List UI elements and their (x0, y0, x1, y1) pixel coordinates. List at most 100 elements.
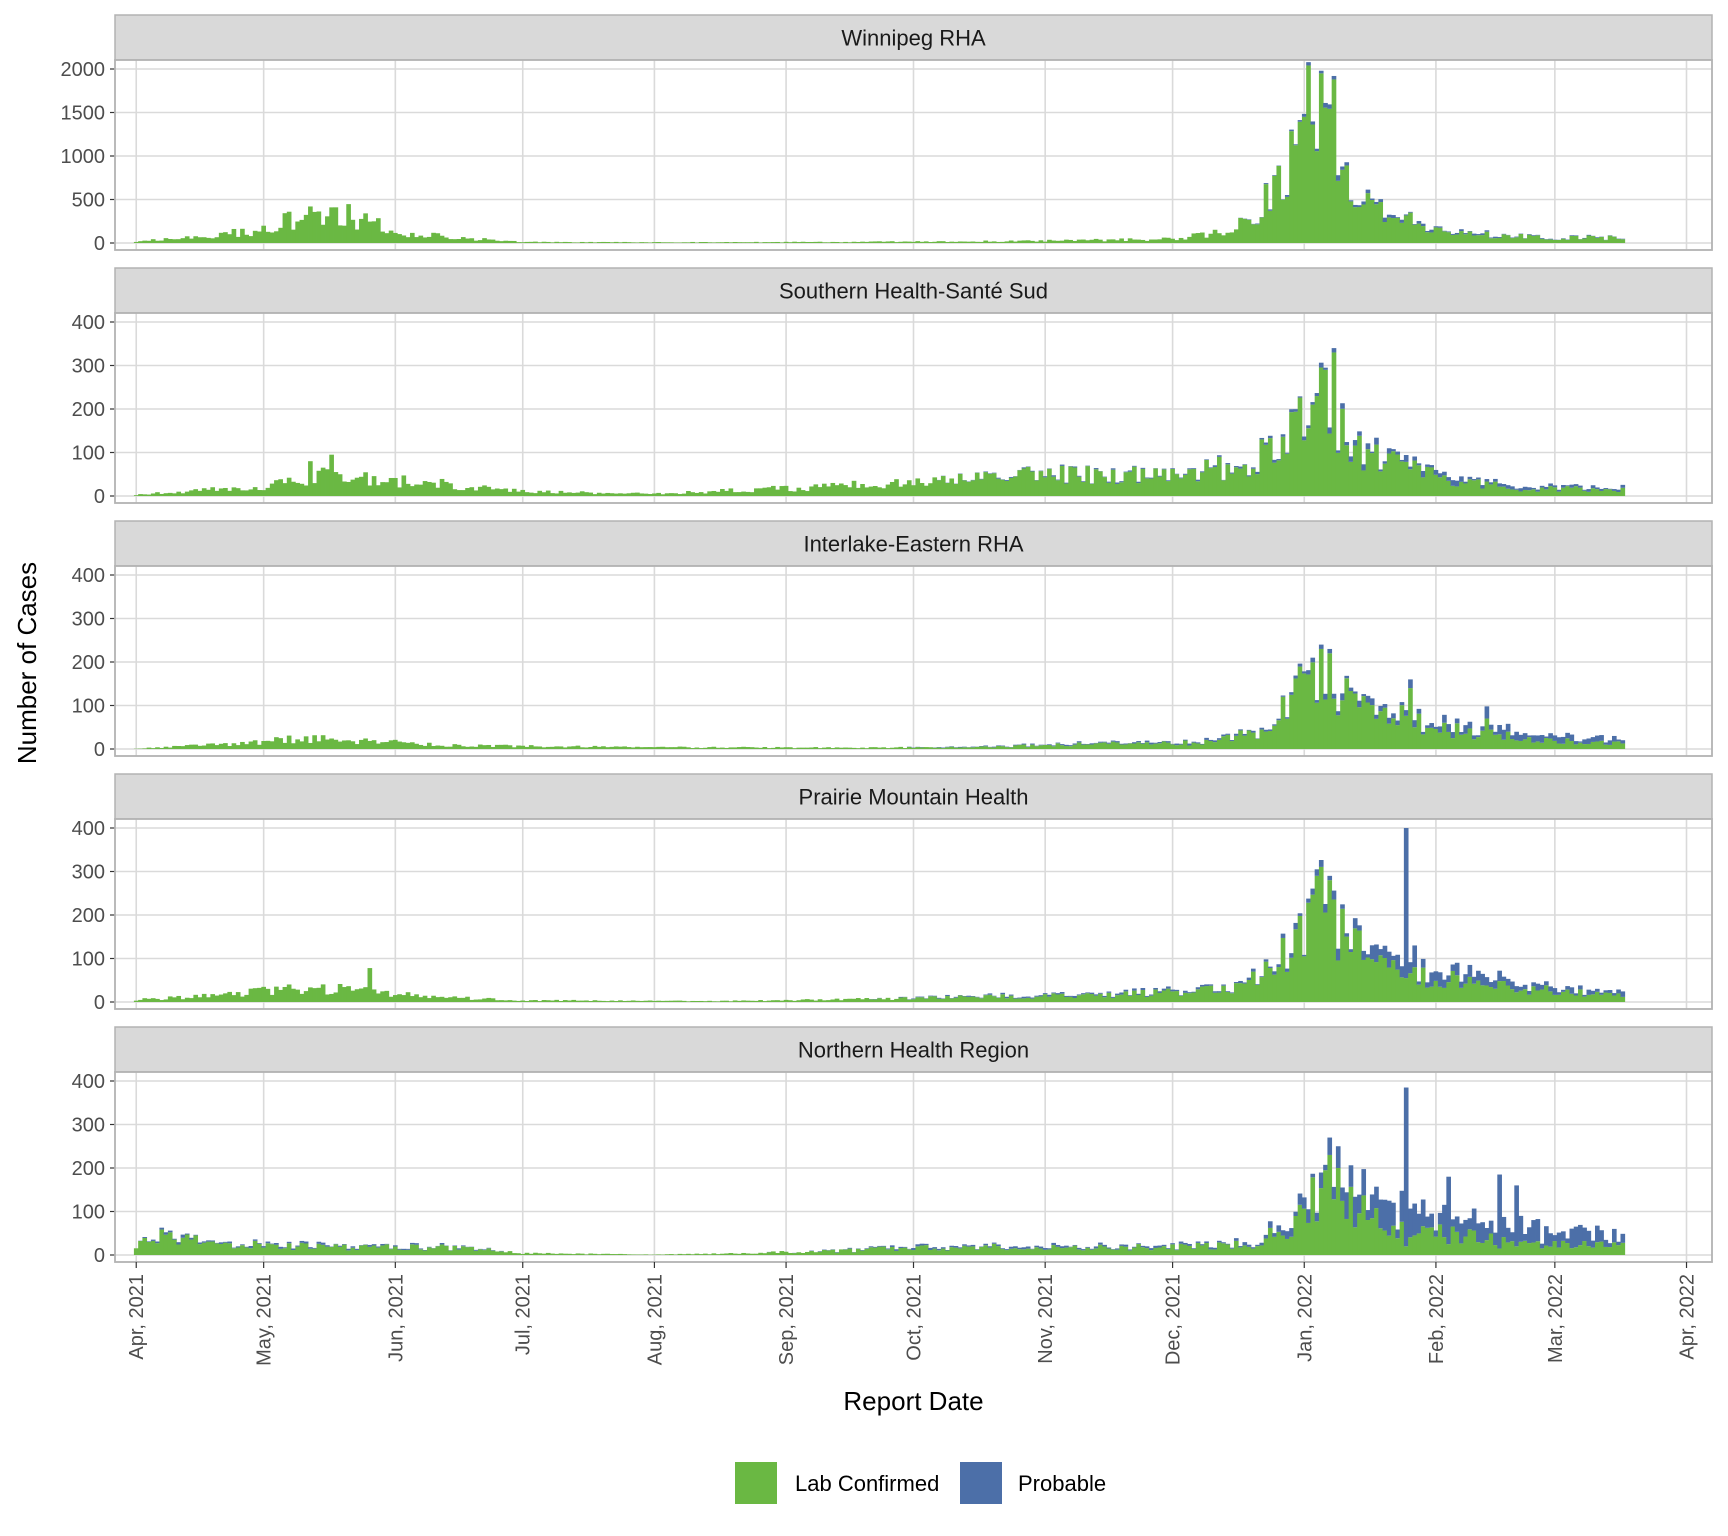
bar-lab-confirmed (970, 1246, 976, 1255)
panel-border (114, 565, 1713, 757)
bar-lab-confirmed (796, 1000, 802, 1002)
bar-probable (1403, 828, 1409, 979)
panel-strip (114, 14, 1713, 61)
bar-lab-confirmed (1548, 991, 1553, 1002)
bar-probable (1191, 991, 1197, 993)
bar-probable (1369, 698, 1375, 706)
bar-lab-confirmed (1378, 471, 1384, 496)
bar-lab-confirmed (843, 241, 848, 243)
bar-lab-confirmed (533, 1252, 538, 1255)
bar-lab-confirmed (520, 1253, 526, 1255)
bar-lab-confirmed (1569, 487, 1575, 496)
bar-lab-confirmed (291, 743, 296, 749)
bar-lab-confirmed (652, 493, 657, 496)
bar-probable (1280, 434, 1286, 437)
bar-lab-confirmed (1076, 476, 1082, 496)
bar-lab-confirmed (1442, 722, 1447, 749)
bar-probable (1484, 479, 1490, 482)
bar-probable (1586, 738, 1592, 744)
bar-lab-confirmed (320, 467, 326, 496)
bar-lab-confirmed (223, 743, 228, 749)
bar-lab-confirmed (257, 231, 262, 243)
bar-lab-confirmed (1374, 962, 1379, 1002)
bar-lab-confirmed (855, 242, 861, 243)
bar-probable (201, 1241, 207, 1243)
bar-lab-confirmed (1059, 993, 1065, 1002)
bar-lab-confirmed (762, 746, 768, 749)
bar-probable (1361, 201, 1367, 205)
bar-lab-confirmed (350, 479, 356, 496)
bar-lab-confirmed (431, 746, 436, 749)
bar-probable (1493, 236, 1498, 239)
bar-lab-confirmed (1157, 476, 1163, 496)
bar-probable (1038, 470, 1044, 472)
bar-probable (1357, 431, 1362, 436)
bar-lab-confirmed (443, 997, 449, 1002)
bar-lab-confirmed (142, 240, 148, 243)
x-tick-label: Mar, 2022 (1545, 1274, 1567, 1363)
bar-probable (1055, 993, 1061, 995)
bar-lab-confirmed (363, 472, 368, 496)
bar-probable (1166, 741, 1171, 743)
bar-probable (1008, 476, 1014, 478)
bar-lab-confirmed (291, 229, 296, 243)
bar-lab-confirmed (1505, 1242, 1511, 1255)
bar-lab-confirmed (1166, 742, 1171, 749)
bar-probable (932, 995, 938, 997)
bar-lab-confirmed (448, 1250, 453, 1255)
bar-lab-confirmed (486, 1248, 492, 1255)
bar-probable (1263, 959, 1269, 962)
bar-lab-confirmed (1221, 1243, 1226, 1255)
bar-lab-confirmed (1497, 237, 1502, 243)
bar-probable (1429, 229, 1434, 233)
bar-probable (1161, 988, 1167, 991)
y-tick-label: 300 (72, 1115, 105, 1137)
bar-lab-confirmed (711, 490, 717, 496)
bar-lab-confirmed (949, 241, 955, 243)
bar-lab-confirmed (180, 493, 186, 496)
bar-probable (1450, 233, 1456, 235)
bar-probable (1395, 217, 1401, 218)
bar-lab-confirmed (902, 484, 908, 496)
bar-lab-confirmed (1573, 995, 1579, 1002)
bar-lab-confirmed (278, 738, 283, 749)
bar-probable (261, 1246, 266, 1248)
bar-lab-confirmed (1242, 1245, 1248, 1255)
bar-probable (979, 997, 984, 999)
bar-lab-confirmed (1357, 930, 1362, 1002)
bar-lab-confirmed (741, 1252, 746, 1255)
bar-lab-confirmed (180, 238, 186, 243)
bar-lab-confirmed (635, 492, 640, 496)
bar-lab-confirmed (1352, 445, 1358, 496)
bar-lab-confirmed (397, 1249, 402, 1255)
bar-lab-confirmed (1280, 937, 1286, 1002)
bar-lab-confirmed (1463, 1236, 1468, 1255)
bar-lab-confirmed (189, 490, 194, 496)
bar-lab-confirmed (231, 228, 237, 243)
bar-lab-confirmed (371, 740, 377, 749)
bar-probable (1055, 479, 1061, 481)
bar-lab-confirmed (524, 241, 530, 243)
bar-lab-confirmed (1535, 491, 1541, 496)
y-tick-label: 400 (72, 1071, 105, 1093)
bar-lab-confirmed (524, 1252, 530, 1255)
bar-lab-confirmed (1246, 1246, 1252, 1255)
bar-lab-confirmed (877, 998, 882, 1002)
bar-lab-confirmed (686, 490, 691, 496)
bar-lab-confirmed (1250, 732, 1256, 749)
bar-lab-confirmed (596, 746, 602, 749)
bar-lab-confirmed (1361, 1195, 1367, 1255)
bar-lab-confirmed (439, 745, 445, 749)
bar-probable (1403, 1087, 1409, 1247)
bar-probable (902, 1246, 908, 1248)
bar-lab-confirmed (1331, 79, 1337, 243)
bar-lab-confirmed (146, 240, 152, 243)
bar-lab-confirmed (630, 747, 636, 749)
bar-lab-confirmed (456, 490, 462, 496)
bar-lab-confirmed (456, 1249, 462, 1255)
bar-lab-confirmed (1034, 1247, 1039, 1255)
bar-probable (1582, 1227, 1587, 1242)
bar-probable (1216, 991, 1222, 993)
bar-lab-confirmed (1255, 738, 1260, 749)
